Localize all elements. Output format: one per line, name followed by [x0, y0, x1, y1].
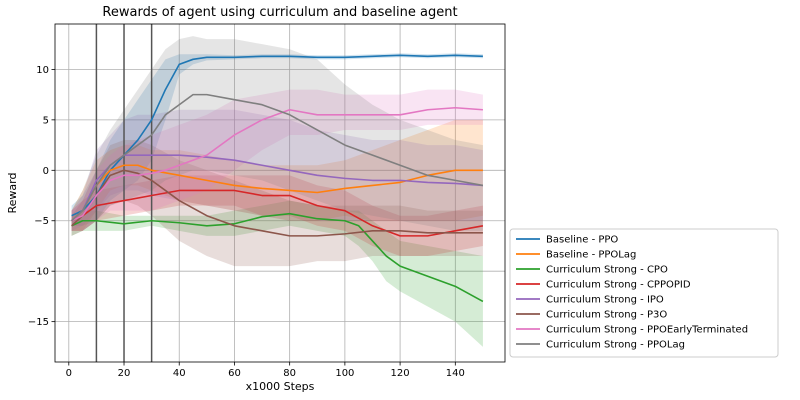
y-tick-label: −5: [34, 216, 49, 227]
legend-entry: Curriculum Strong - PPOLag: [546, 340, 685, 351]
plot-frame: [54, 23, 506, 363]
confidence-bands: [71, 36, 483, 347]
y-tick-label: −15: [28, 317, 49, 328]
x-axis-label: x1000 Steps: [246, 380, 315, 393]
series-line: [71, 54, 483, 217]
x-tick-label: 80: [283, 368, 296, 379]
y-axis-label: Reward: [6, 173, 19, 214]
grid: [55, 24, 505, 362]
x-tick-label: 40: [173, 368, 186, 379]
legend-box: [509, 228, 779, 358]
series-band: [71, 140, 483, 267]
series-line: [71, 164, 483, 222]
chart-title: Rewards of agent using curriculum and ba…: [102, 5, 457, 20]
series-line: [71, 212, 484, 303]
legend-entry: Curriculum Strong - PPOEarlyTerminated: [546, 325, 748, 336]
series-band: [71, 36, 483, 231]
series-band: [71, 119, 483, 231]
series-line: [71, 106, 483, 222]
x-tick-label: 20: [118, 368, 131, 379]
y-tick-label: 10: [36, 65, 49, 76]
legend-entry: Baseline - PPOLag: [546, 250, 636, 261]
legend-entry: Curriculum Strong - CPO: [546, 265, 668, 276]
y-tick-label: 5: [43, 115, 49, 126]
x-tick-label: 0: [66, 368, 72, 379]
series-lines: [71, 54, 484, 303]
axis-ticks: 0 20 40 60 80 100 120 140 −15 −10 −5 0 5 10: [28, 65, 465, 379]
series-band: [71, 53, 483, 226]
legend-entry: Curriculum Strong - IPO: [546, 295, 664, 306]
series-line: [71, 169, 483, 237]
series-band: [71, 109, 483, 231]
legend: Baseline - PPO Baseline - PPOLag Curriculu…: [509, 228, 779, 358]
y-tick-label: 0: [43, 166, 49, 177]
series-band: [71, 200, 483, 347]
x-tick-label: 140: [446, 368, 465, 379]
series-band: [71, 89, 483, 231]
legend-entry: Curriculum Strong - CPPOPID: [546, 280, 691, 291]
x-tick-label: 120: [391, 368, 410, 379]
series-line: [71, 189, 484, 237]
x-tick-label: 100: [335, 368, 354, 379]
vertical-markers: [95, 24, 153, 362]
series-line: [71, 93, 484, 222]
y-tick-label: −10: [28, 267, 49, 278]
legend-entry: Baseline - PPO: [546, 235, 618, 246]
legend-entry: Curriculum Strong - P3O: [546, 310, 667, 321]
x-tick-label: 60: [228, 368, 241, 379]
